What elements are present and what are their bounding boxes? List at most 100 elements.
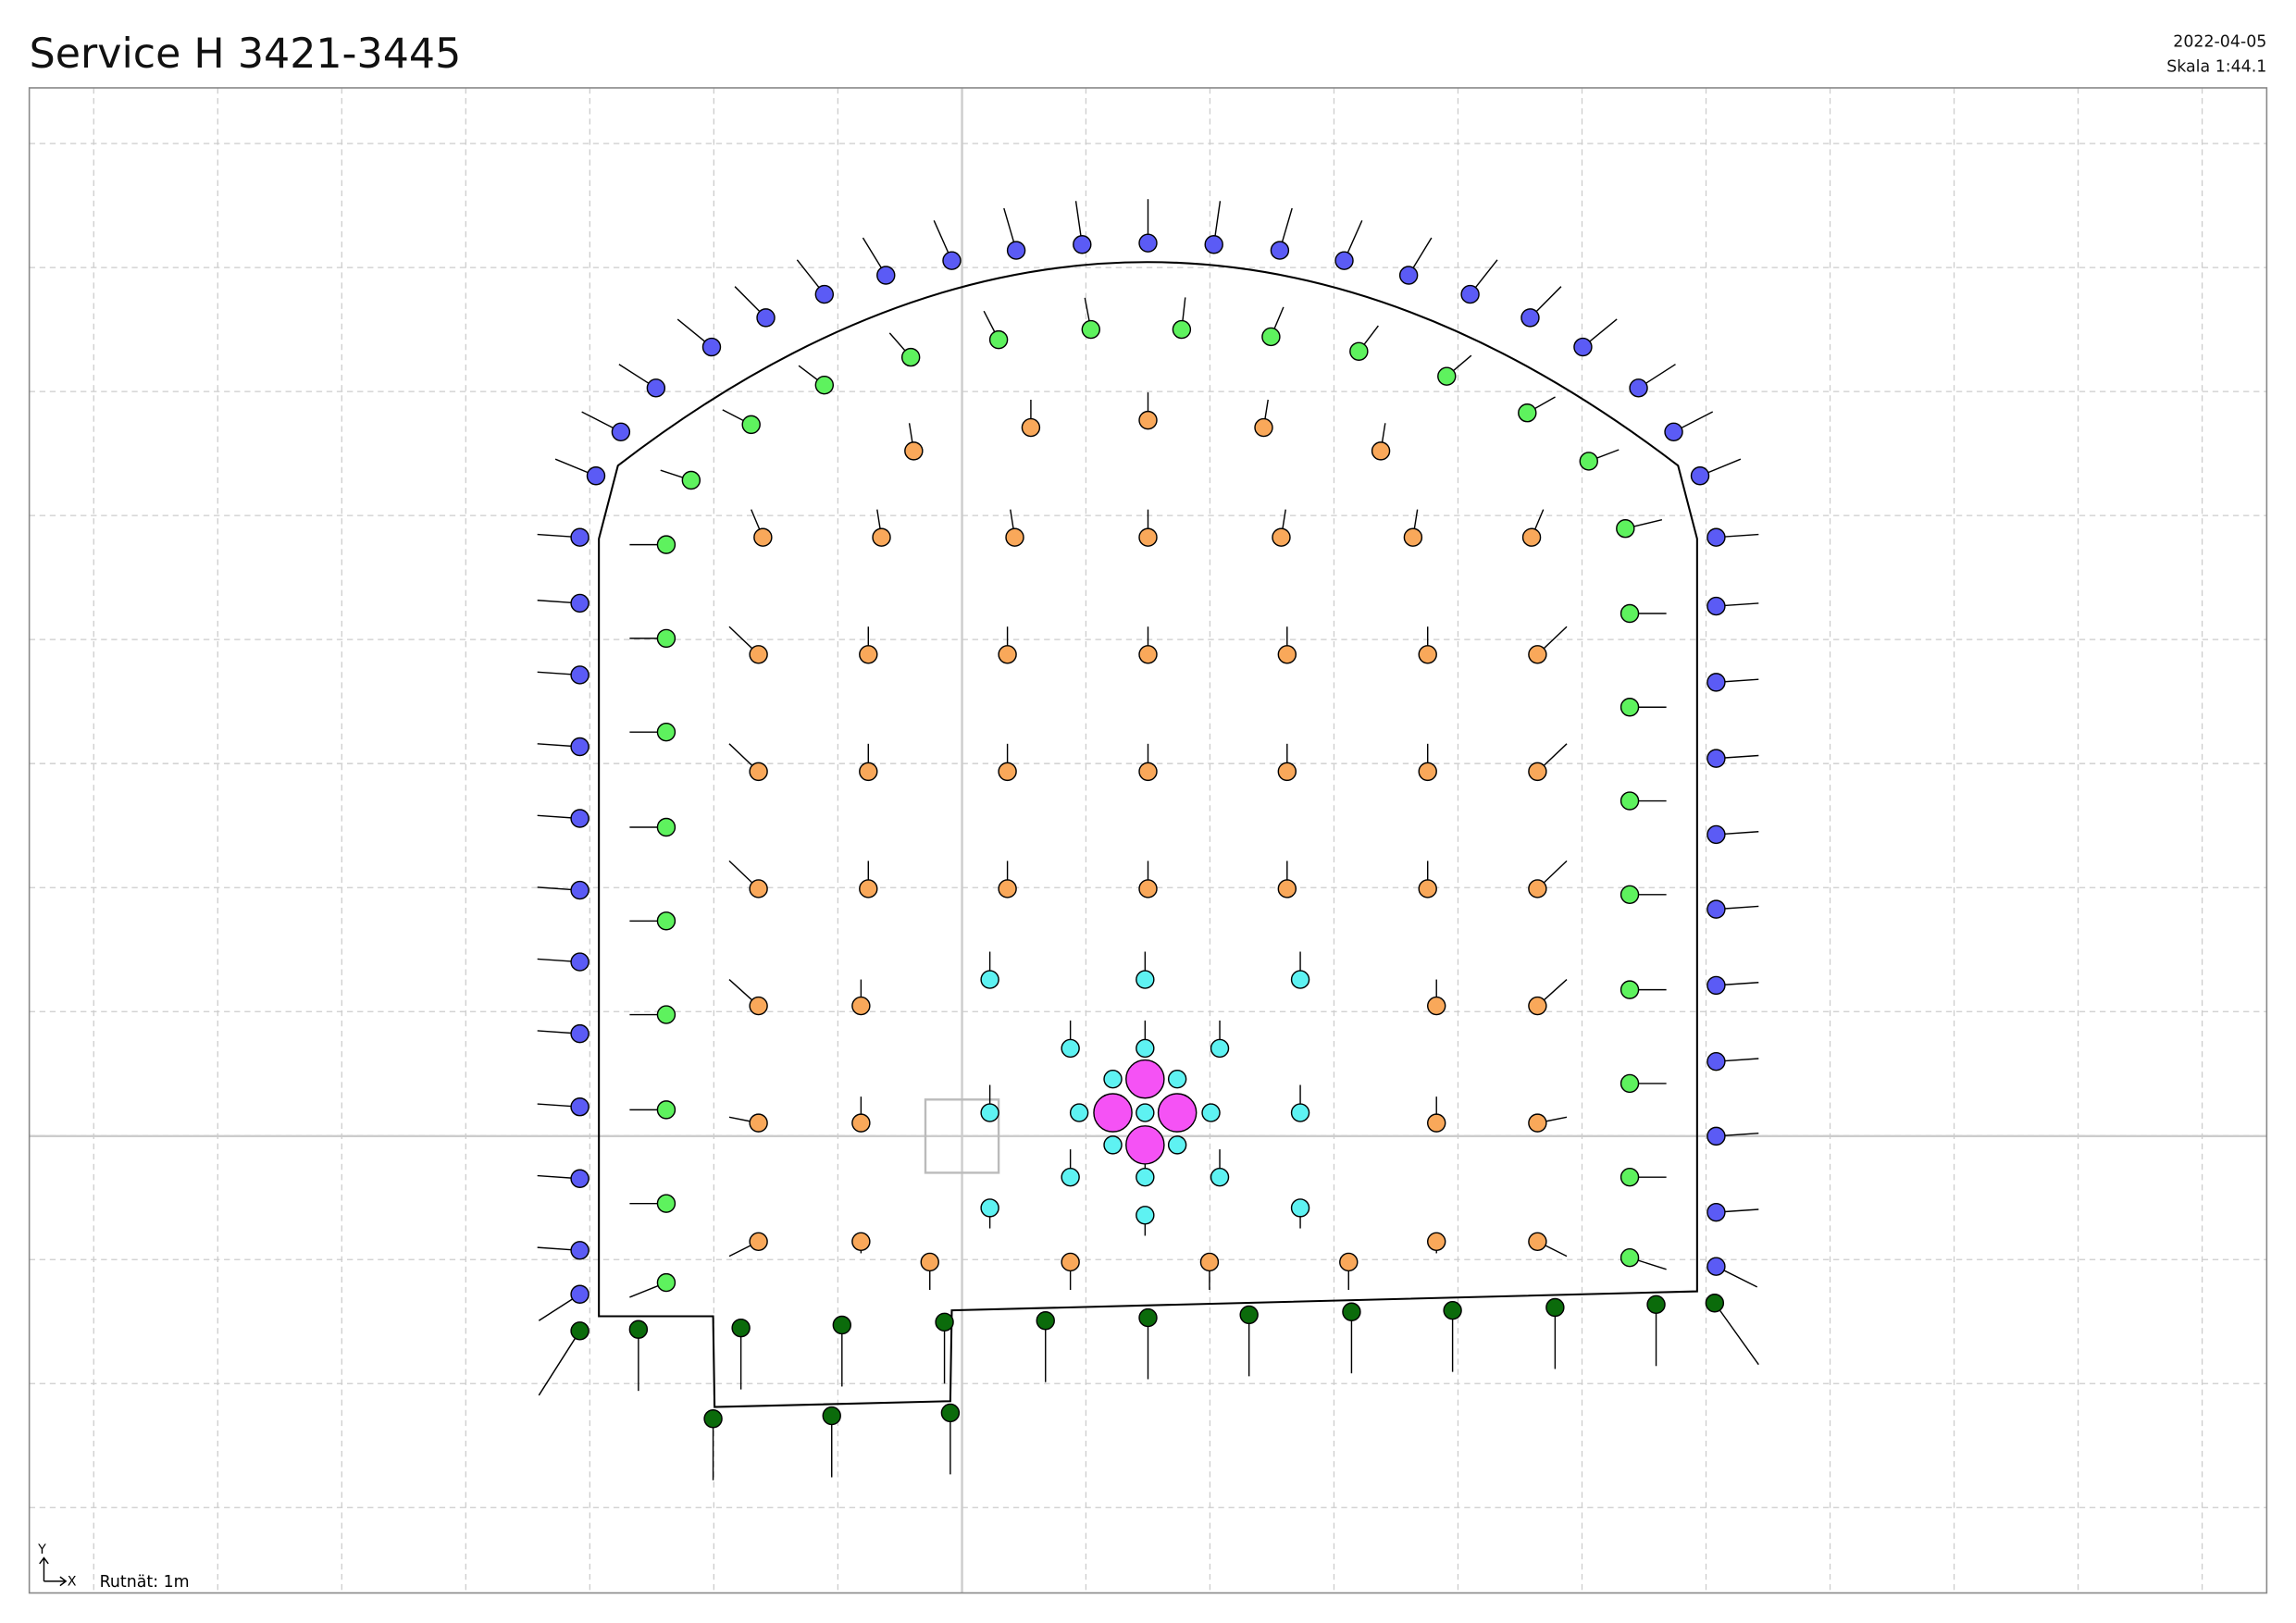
hole xyxy=(1172,319,1192,340)
hole xyxy=(749,879,768,898)
hole xyxy=(1136,970,1155,989)
hole xyxy=(570,737,590,757)
hole xyxy=(1136,1206,1155,1225)
axis-icon xyxy=(39,1556,68,1587)
hole xyxy=(1277,762,1297,782)
hole xyxy=(1277,879,1297,898)
hole xyxy=(920,1252,939,1272)
hole xyxy=(1254,417,1273,438)
hole xyxy=(570,1097,590,1117)
hole xyxy=(1136,1038,1155,1059)
hole xyxy=(1157,1093,1198,1133)
hole xyxy=(1521,527,1542,547)
hole xyxy=(570,1241,590,1260)
hole xyxy=(1081,319,1100,340)
hole xyxy=(656,1005,676,1024)
hole-direction xyxy=(538,1330,581,1396)
hole xyxy=(1138,762,1158,782)
hole xyxy=(731,1318,751,1338)
holes xyxy=(537,199,1759,1481)
hole xyxy=(1136,1103,1155,1122)
hole xyxy=(1706,824,1726,845)
hole xyxy=(1136,1167,1155,1187)
hole xyxy=(656,722,676,742)
hole xyxy=(1201,1103,1221,1122)
hole xyxy=(1103,1069,1123,1089)
hole xyxy=(814,284,835,304)
hole xyxy=(980,1103,999,1122)
hole xyxy=(570,1284,590,1304)
hole xyxy=(1290,970,1310,989)
hole xyxy=(1443,1300,1462,1320)
hole xyxy=(1371,441,1391,461)
date: 2022-04-05 xyxy=(2173,33,2266,52)
hole xyxy=(749,645,768,664)
hole xyxy=(611,422,631,442)
axis-y-label: Y xyxy=(37,1542,46,1557)
hole xyxy=(749,1113,768,1133)
hole xyxy=(570,527,590,547)
hole xyxy=(753,527,773,547)
hole xyxy=(703,1409,723,1429)
hole xyxy=(851,1232,871,1251)
hole xyxy=(1061,1038,1080,1059)
hole xyxy=(1620,1247,1640,1268)
hole xyxy=(1427,1113,1446,1133)
hole xyxy=(980,970,999,989)
hole xyxy=(1620,1073,1640,1094)
hole xyxy=(1690,466,1710,486)
hole xyxy=(1403,527,1423,547)
title: Service H 3421-3445 xyxy=(30,31,462,78)
hole xyxy=(859,645,878,664)
hole xyxy=(1167,1069,1187,1089)
hole xyxy=(656,1100,676,1120)
hole xyxy=(904,441,924,461)
hole xyxy=(1103,1135,1123,1155)
hole xyxy=(998,879,1017,898)
hole xyxy=(1620,698,1640,717)
hole xyxy=(1398,266,1419,285)
hole xyxy=(656,1194,676,1213)
hole xyxy=(1437,366,1457,386)
hole xyxy=(741,415,761,435)
tunnel-outline xyxy=(598,261,1698,1408)
grid-label: Rutnät: 1m xyxy=(100,1573,190,1592)
hole xyxy=(570,665,590,685)
hole xyxy=(628,1319,649,1339)
hole xyxy=(1069,1103,1089,1122)
hole xyxy=(1620,980,1640,999)
hole xyxy=(1138,1307,1158,1328)
hole xyxy=(1138,410,1158,430)
hole xyxy=(1545,1297,1565,1318)
hole xyxy=(1239,1305,1259,1325)
hole xyxy=(1418,879,1437,898)
hole xyxy=(1620,1167,1640,1187)
hole xyxy=(1290,1103,1310,1122)
hole xyxy=(1339,1252,1359,1272)
hole xyxy=(701,337,722,357)
hole xyxy=(756,308,776,328)
hole xyxy=(1210,1167,1230,1187)
hole xyxy=(998,762,1017,782)
hole xyxy=(876,266,896,285)
hole xyxy=(1518,403,1537,423)
hole xyxy=(859,879,878,898)
hole xyxy=(1460,284,1480,304)
hole xyxy=(1528,879,1547,898)
hole xyxy=(1167,1135,1187,1155)
hole xyxy=(749,996,768,1016)
hole xyxy=(980,1198,999,1218)
hole xyxy=(1261,327,1281,347)
hole xyxy=(872,527,891,547)
hole xyxy=(940,1403,961,1423)
hole xyxy=(1073,235,1092,254)
hole xyxy=(1706,1126,1726,1146)
hole xyxy=(1418,762,1437,782)
hole xyxy=(1006,241,1026,260)
hole xyxy=(570,1321,590,1341)
hole xyxy=(1349,341,1369,361)
hole xyxy=(1528,1232,1547,1251)
axis-x-label: X xyxy=(68,1575,77,1590)
hole xyxy=(1706,975,1726,996)
